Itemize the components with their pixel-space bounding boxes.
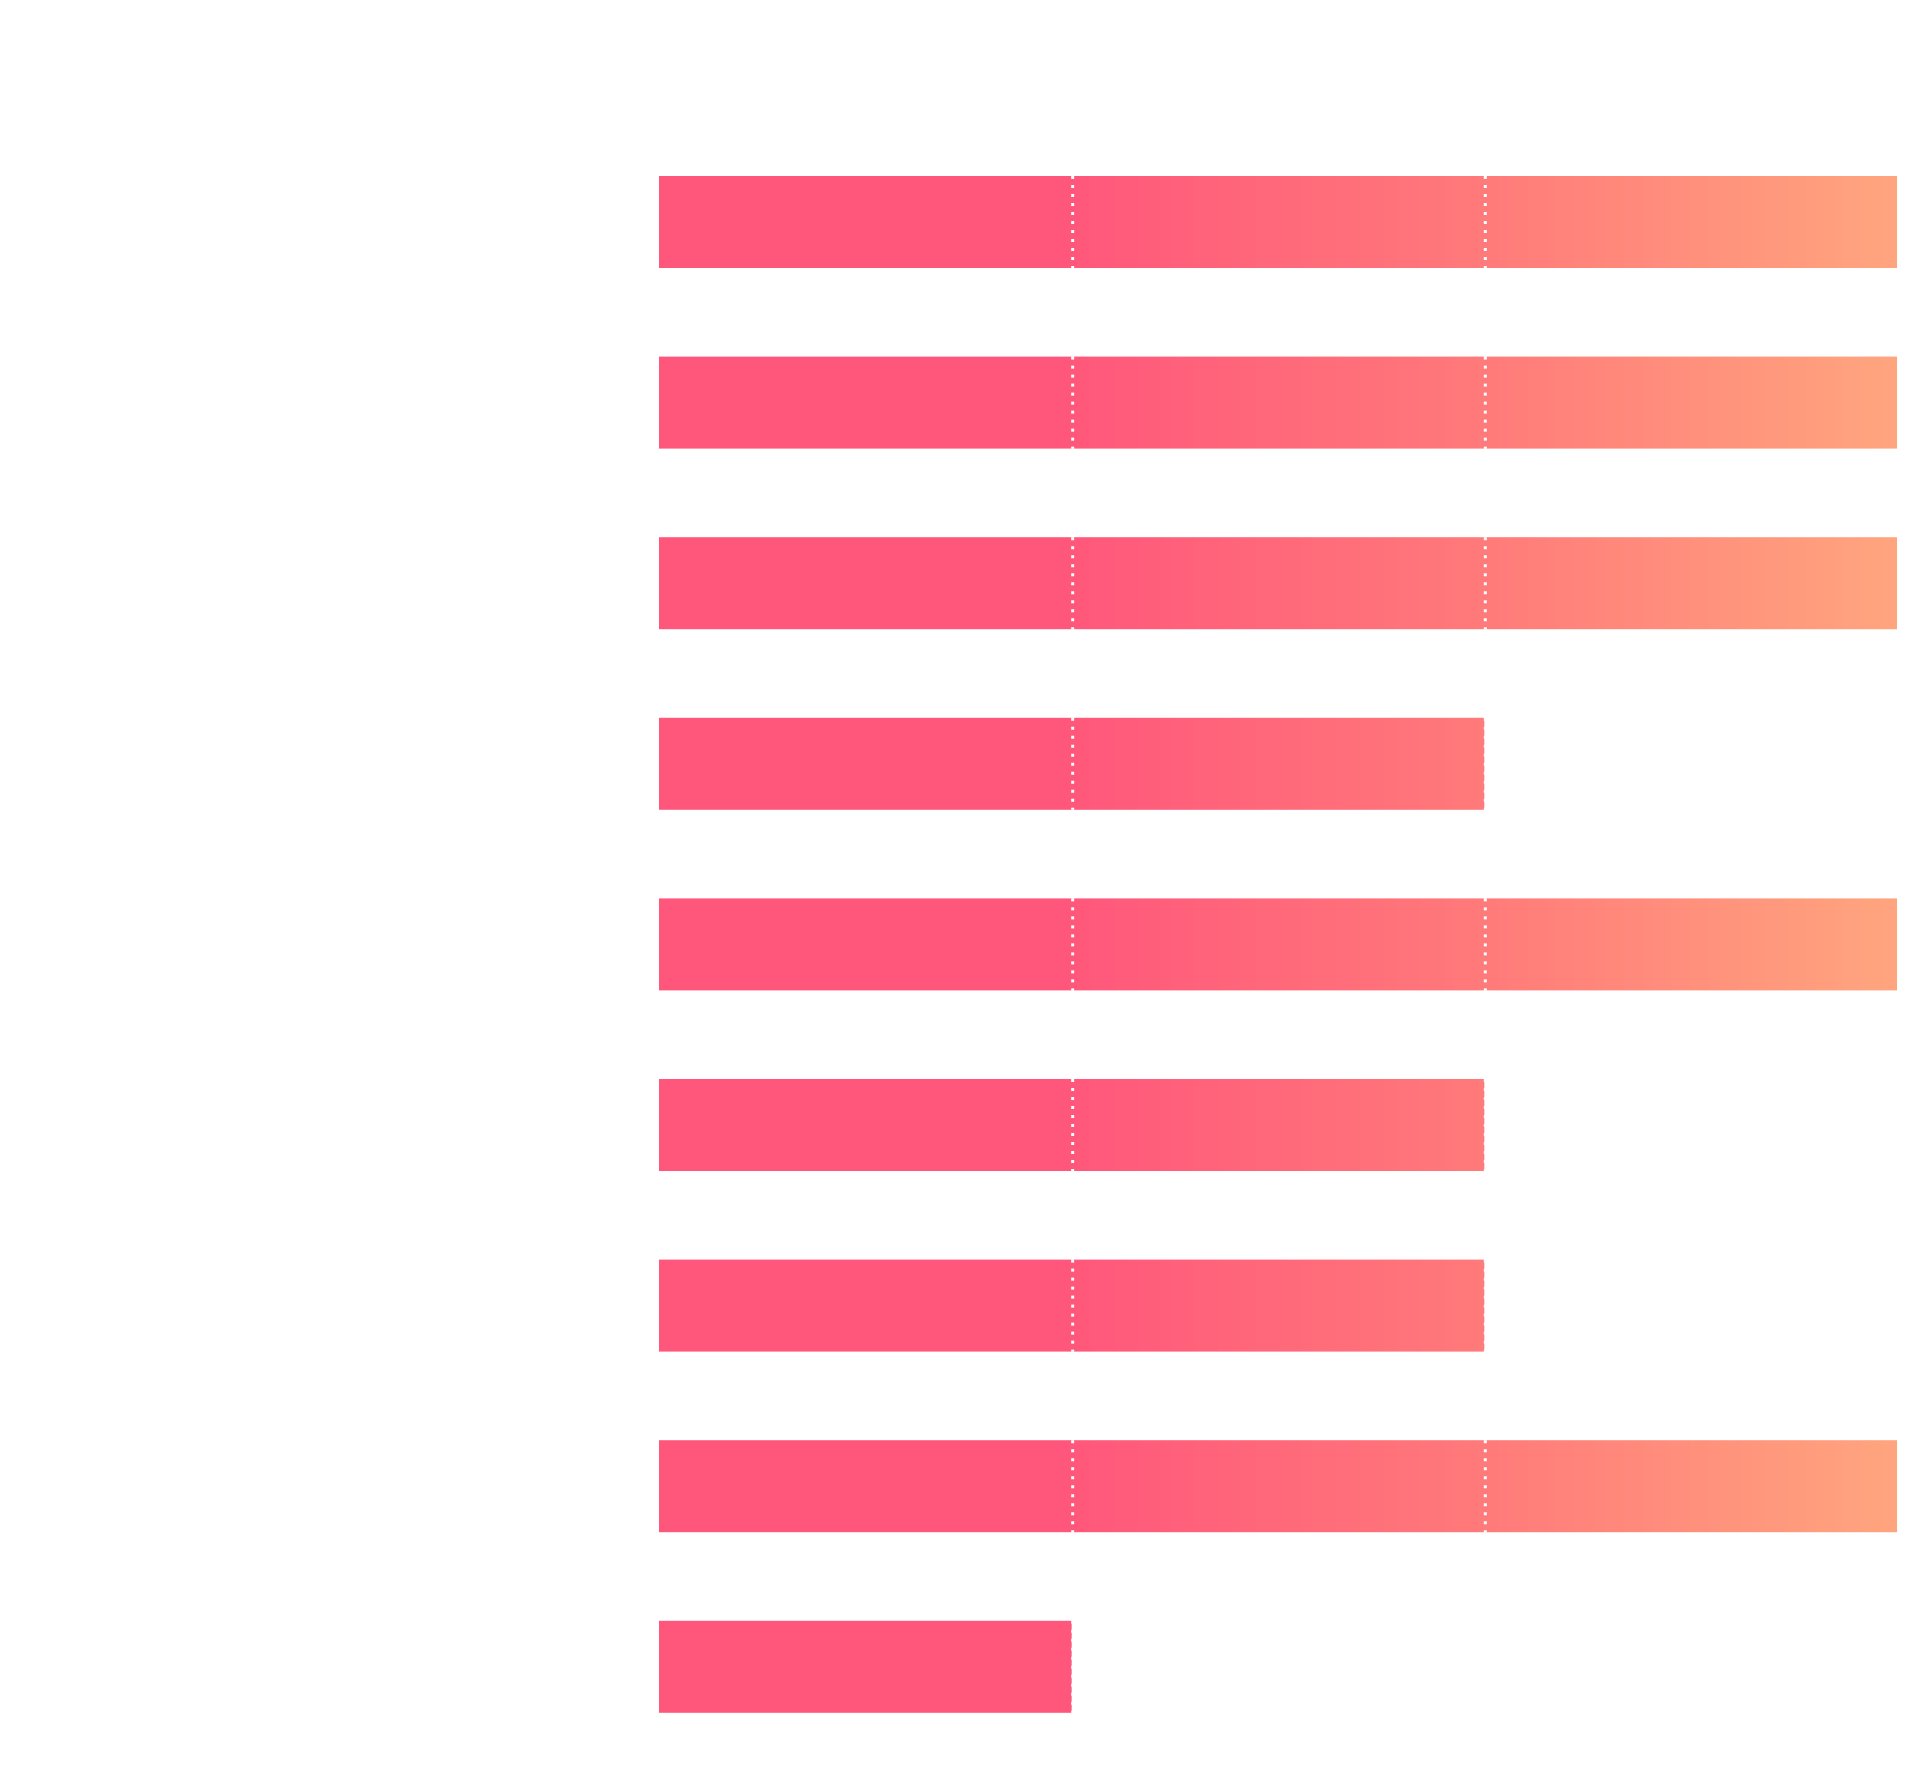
- separators-layer: [1071, 176, 1487, 1713]
- bars-layer: [659, 176, 1897, 1713]
- bar-9: [659, 1620, 1072, 1713]
- bar-2: [659, 356, 1897, 449]
- bar-3: [659, 537, 1897, 630]
- bar-5: [659, 898, 1897, 991]
- bar-8: [659, 1440, 1897, 1533]
- bar-1: [659, 176, 1897, 268]
